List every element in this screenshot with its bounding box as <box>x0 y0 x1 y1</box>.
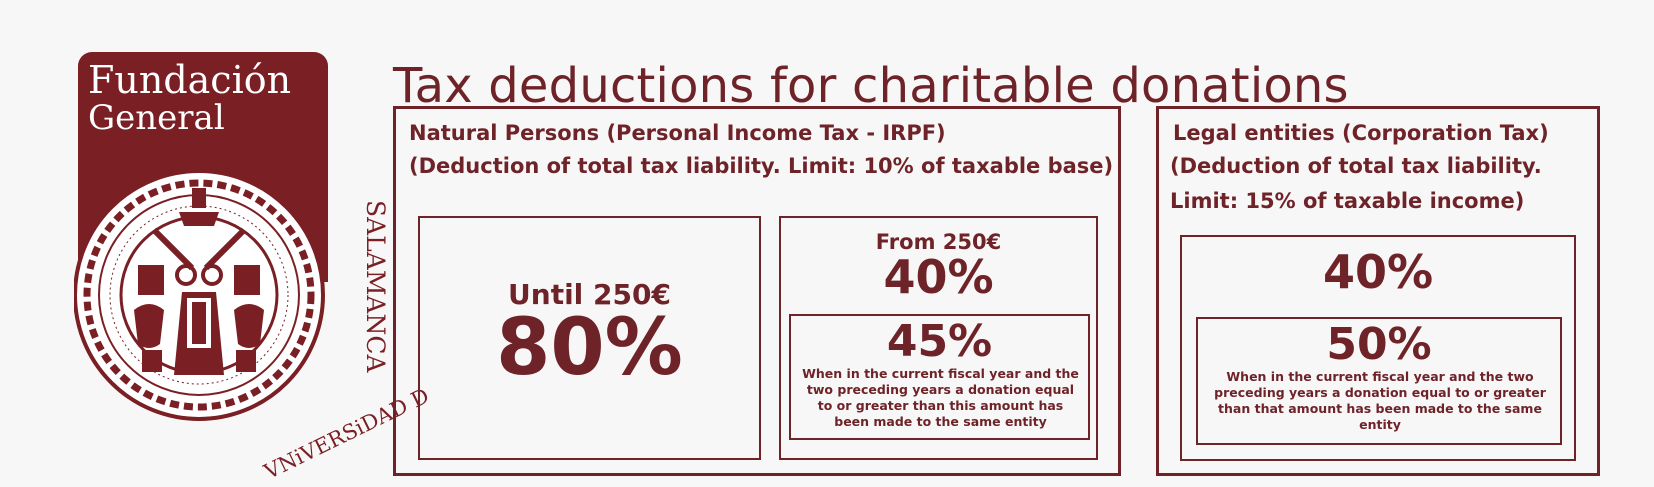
logo-line-1: Fundación <box>88 58 292 102</box>
university-name-vertical: SALAMANCA <box>361 200 390 373</box>
legal-recurring-box: 50% When in the current fiscal year and … <box>1196 317 1562 445</box>
legal-entities-rate: 40% <box>1322 245 1434 299</box>
tier-from-250-rate: 40% <box>883 250 994 304</box>
legal-entities-panel: Legal entities (Corporation Tax) (Deduct… <box>1156 106 1600 476</box>
legal-entities-subheading-2: Limit: 15% of taxable income) <box>1170 189 1525 213</box>
recurring-rate: 45% <box>886 316 993 367</box>
tier-until-250-rate: 80% <box>496 303 683 393</box>
fundacion-logo: Fundación General SALAMANCA VNiVERSiDAD … <box>74 50 433 484</box>
tier-until-250-label: Until 250€ <box>508 278 671 311</box>
recurring-note: When in the current fiscal year and the … <box>802 366 1079 429</box>
legal-recurring-note: When in the current fiscal year and the … <box>1214 369 1546 432</box>
tier-from-250-box: From 250€ 40% 45% When in the current fi… <box>779 216 1098 460</box>
legal-entities-rate-box: 40% 50% When in the current fiscal year … <box>1180 235 1576 461</box>
page-title: Tax deductions for charitable donations <box>393 58 1349 115</box>
legal-entities-subheading-1: (Deduction of total tax liability. <box>1170 154 1542 178</box>
legal-recurring-rate: 50% <box>1326 319 1432 370</box>
natural-persons-panel: Natural Persons (Personal Income Tax - I… <box>393 106 1121 476</box>
logo-line-2: General <box>88 98 225 138</box>
natural-persons-heading: Natural Persons (Personal Income Tax - I… <box>409 121 946 145</box>
university-seal-icon <box>74 170 325 421</box>
natural-persons-subheading: (Deduction of total tax liability. Limit… <box>409 154 1114 178</box>
recurring-donation-box: 45% When in the current fiscal year and … <box>789 314 1090 440</box>
tier-from-250-label: From 250€ <box>875 230 1002 254</box>
tier-until-250-box: Until 250€ 80% <box>418 216 761 460</box>
legal-entities-heading: Legal entities (Corporation Tax) <box>1173 121 1549 145</box>
